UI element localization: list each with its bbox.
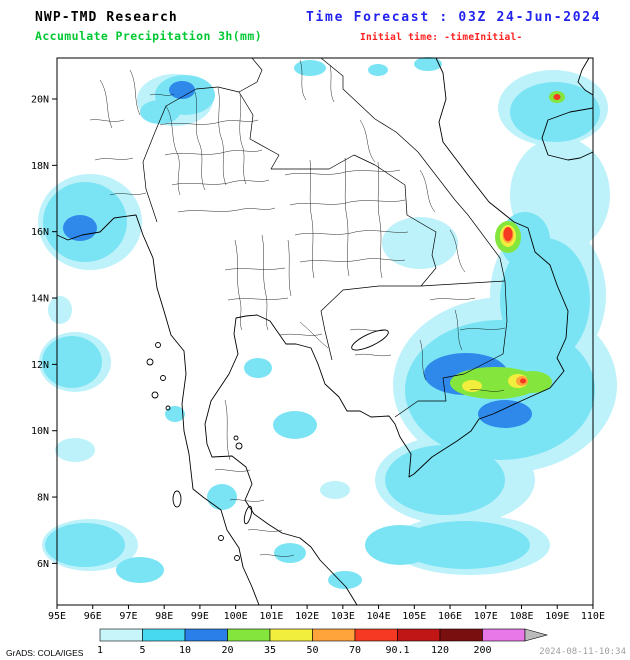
map-frame xyxy=(56,57,594,606)
timestamp: 2024-08-11-10:34 xyxy=(539,647,626,657)
lon-tick-label: 98E xyxy=(155,611,173,622)
island xyxy=(151,391,159,399)
island-phuket xyxy=(172,490,182,508)
colorbar-segment xyxy=(142,628,186,642)
lon-tick-label: 97E xyxy=(119,611,137,622)
lon-tick-label: 109E xyxy=(545,611,569,622)
colorbar-label: 20 xyxy=(221,645,233,656)
colorbar-label: 70 xyxy=(349,645,361,656)
lon-tick-label: 107E xyxy=(474,611,498,622)
lon-tick-label: 96E xyxy=(84,611,102,622)
lat-tick-label: 20N xyxy=(31,95,49,106)
colorbar-segment xyxy=(99,628,143,642)
initial-time-label: Initial time: -timeInitial- xyxy=(360,32,523,43)
lon-tick-label: 103E xyxy=(331,611,355,622)
lake-songkhla xyxy=(243,505,253,525)
colorbar-segment xyxy=(312,628,356,642)
colorbar-label: 35 xyxy=(264,645,276,656)
colorbar-label: 50 xyxy=(306,645,318,656)
lat-tick-label: 18N xyxy=(31,161,49,172)
lon-tick-label: 110E xyxy=(581,611,605,622)
colorbar-label: 5 xyxy=(139,645,145,656)
lon-tick-label: 106E xyxy=(438,611,462,622)
colorbar-segment xyxy=(397,628,441,642)
coastline-layer xyxy=(56,57,594,606)
colorbar-label: 10 xyxy=(179,645,191,656)
lon-tick-label: 102E xyxy=(295,611,319,622)
precipitation-colorbar: 1 5 10 20 35 50 70 90.1 120 200 xyxy=(97,628,549,656)
lon-tick-label: 100E xyxy=(224,611,248,622)
coastline-leizhou xyxy=(577,57,594,96)
province-boundary-layer xyxy=(89,59,506,557)
lat-tick-label: 10N xyxy=(31,426,49,437)
lon-tick-label: 101E xyxy=(259,611,283,622)
colorbar-segment xyxy=(439,628,483,642)
colorbar-label: 90.1 xyxy=(385,645,409,656)
longitude-axis: 95E 96E 97E 98E 99E 100E 101E 102E 103E 104E 105E 1… xyxy=(48,605,605,622)
lat-tick-label: 8N xyxy=(37,493,49,504)
lat-tick-label: 16N xyxy=(31,227,49,238)
colorbar-segment xyxy=(482,628,526,642)
colorbar-segment xyxy=(227,628,271,642)
latitude-axis: 20N 18N 16N 14N 12N 10N 8N 6N xyxy=(31,95,57,570)
colorbar-segment xyxy=(184,628,228,642)
lon-tick-label: 105E xyxy=(402,611,426,622)
lon-tick-label: 99E xyxy=(191,611,209,622)
coastline-andaman-west xyxy=(56,214,260,606)
island xyxy=(155,342,161,348)
island-langkawi xyxy=(218,535,224,541)
coastline-hainan xyxy=(541,107,594,161)
colorbar-label: 120 xyxy=(431,645,449,656)
forecast-time: Time Forecast : 03Z 24-Jun-2024 xyxy=(306,10,601,25)
lake-tonle-sap xyxy=(351,329,389,351)
lat-tick-label: 6N xyxy=(37,559,49,570)
lat-tick-label: 12N xyxy=(31,360,49,371)
colorbar-label: 200 xyxy=(473,645,491,656)
island xyxy=(160,375,166,381)
island-samui xyxy=(235,442,243,450)
lon-tick-label: 95E xyxy=(48,611,66,622)
lon-tick-label: 104E xyxy=(367,611,391,622)
coastline-indochina-east xyxy=(204,57,569,606)
site-title: NWP-TMD Research xyxy=(35,10,178,25)
product-title: Accumulate Precipitation 3h(mm) xyxy=(35,29,262,43)
lat-tick-label: 14N xyxy=(31,294,49,305)
island xyxy=(233,435,239,441)
island xyxy=(146,358,154,366)
colorbar-overflow-arrow xyxy=(524,628,549,642)
colorbar-segment xyxy=(354,628,398,642)
precipitation-shading-layer xyxy=(38,57,617,589)
colorbar-label: 1 xyxy=(97,645,103,656)
grads-credit: GrADS: COLA/IGES xyxy=(6,648,84,658)
island-penang xyxy=(234,555,240,561)
colorbar-segment xyxy=(269,628,313,642)
lon-tick-label: 108E xyxy=(509,611,533,622)
island xyxy=(165,405,171,411)
